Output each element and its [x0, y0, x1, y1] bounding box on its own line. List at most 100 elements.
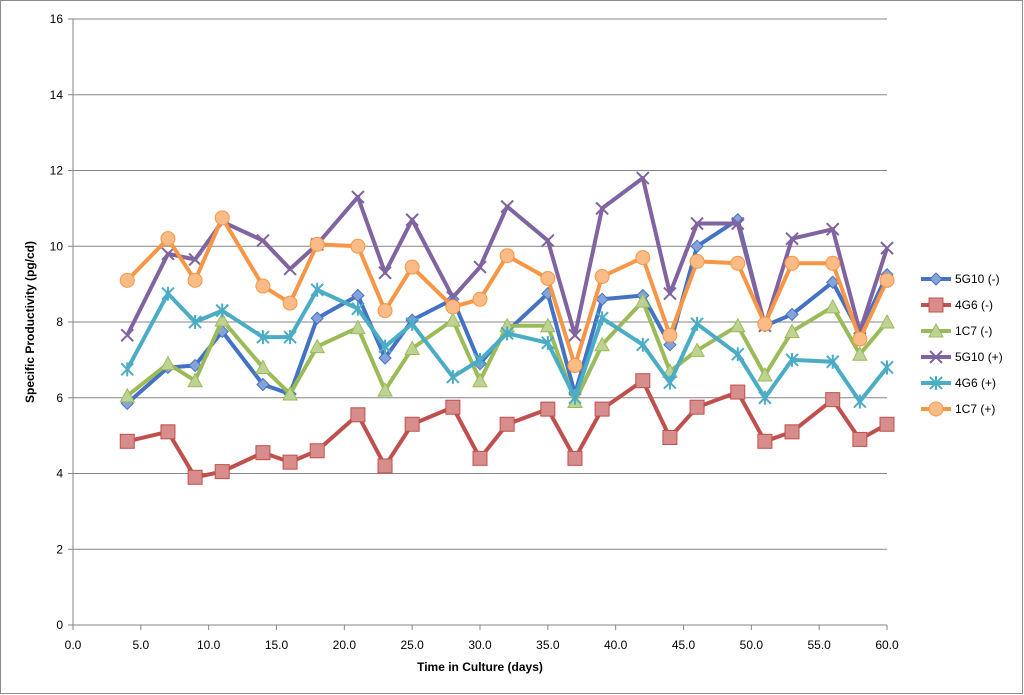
data-point — [785, 352, 799, 367]
data-point — [595, 311, 609, 326]
data-point — [119, 433, 135, 449]
data-point — [690, 316, 704, 331]
data-point — [663, 375, 677, 390]
data-point — [377, 303, 393, 319]
data-point — [568, 328, 582, 342]
data-point — [731, 347, 745, 362]
data-point — [405, 213, 419, 227]
data-point — [879, 416, 895, 432]
data-point — [445, 399, 461, 415]
data-point — [214, 312, 231, 327]
legend-entry: 1C7 (-) — [921, 322, 992, 338]
data-point — [283, 262, 297, 276]
data-point — [690, 216, 704, 231]
y-tick-label: 6 — [56, 391, 63, 405]
data-point — [473, 352, 487, 367]
data-point — [540, 270, 556, 286]
legend-label: 5G10 (-) — [955, 272, 1000, 286]
axes: 0 2 4 6 8 10 12 14 16 0.0 5.0 10.0 15.0 20.0 25.0 30.0 3… — [50, 12, 899, 652]
data-point — [852, 431, 868, 447]
data-point — [784, 323, 800, 338]
data-point — [785, 231, 799, 246]
data-point — [824, 298, 841, 314]
data-point — [256, 233, 270, 248]
data-point — [825, 255, 841, 271]
data-point — [445, 299, 461, 315]
data-point — [852, 346, 868, 361]
data-point — [377, 382, 393, 397]
legend-label: 1C7 (+) — [955, 402, 995, 416]
data-point — [282, 454, 298, 470]
data-point — [188, 252, 202, 267]
data-point — [188, 315, 202, 329]
y-axis-title: Specific Productivity (pg/cd) — [23, 241, 37, 403]
data-point — [662, 327, 678, 343]
data-point — [731, 216, 745, 231]
data-point — [663, 286, 677, 301]
data-point — [215, 303, 229, 318]
data-point — [404, 340, 421, 356]
data-point — [187, 372, 203, 388]
data-point — [188, 358, 202, 373]
data-point — [499, 416, 515, 432]
x-axis-title: Time in Culture (days) — [417, 660, 543, 674]
data-point — [636, 171, 650, 185]
data-point — [120, 328, 134, 342]
data-point — [784, 424, 800, 440]
data-point — [378, 339, 392, 354]
data-point — [119, 272, 135, 288]
data-point — [634, 293, 651, 308]
x-tick-label: 20.0 — [333, 638, 357, 652]
data-point — [541, 335, 555, 350]
data-point — [499, 248, 515, 264]
data-point — [351, 301, 365, 316]
data-point — [161, 247, 175, 261]
legend-entry: 4G6 (-) — [921, 297, 993, 313]
data-point — [309, 338, 326, 354]
data-point — [472, 450, 488, 466]
data-point — [757, 433, 773, 449]
data-point — [120, 362, 134, 377]
data-point — [473, 260, 487, 274]
legend-label: 4G6 (+) — [955, 376, 996, 390]
y-tick-label: 2 — [56, 542, 63, 556]
data-point — [404, 259, 420, 275]
data-point — [595, 292, 609, 306]
data-point — [160, 231, 176, 247]
data-point — [378, 266, 392, 280]
y-tick-label: 16 — [50, 12, 64, 26]
data-point — [119, 387, 136, 403]
x-tick-label: 45.0 — [672, 638, 696, 652]
x-tick-label: 55.0 — [807, 638, 831, 652]
data-point — [784, 255, 800, 271]
legend-label: 1C7 (-) — [955, 324, 992, 338]
data-point — [595, 201, 609, 216]
data-point — [853, 394, 867, 409]
legend-entry: 1C7 (+) — [921, 401, 995, 417]
data-point — [350, 319, 366, 335]
series-group — [119, 171, 895, 485]
data-point — [594, 269, 610, 285]
data-point — [567, 450, 583, 466]
y-tick-label: 14 — [50, 88, 64, 102]
x-tick-label: 30.0 — [468, 638, 492, 652]
data-point — [757, 366, 773, 382]
legend-marker — [929, 350, 943, 364]
data-point — [785, 307, 799, 322]
data-point — [160, 424, 176, 440]
x-tick-label: 10.0 — [197, 638, 221, 652]
x-tick-label: 35.0 — [536, 638, 560, 652]
data-point — [568, 390, 582, 405]
x-tick-label: 0.0 — [65, 638, 82, 652]
data-point — [446, 369, 460, 384]
data-point — [541, 233, 555, 248]
legend-marker — [928, 297, 944, 313]
data-point — [405, 316, 419, 331]
y-tick-label: 12 — [50, 164, 64, 178]
legend-label: 5G10 (+) — [955, 350, 1003, 364]
legend-marker — [929, 376, 943, 390]
data-point — [826, 222, 840, 236]
data-point — [880, 360, 894, 375]
legend-entry: 5G10 (-) — [921, 272, 1000, 286]
y-tick-label: 4 — [56, 467, 63, 481]
